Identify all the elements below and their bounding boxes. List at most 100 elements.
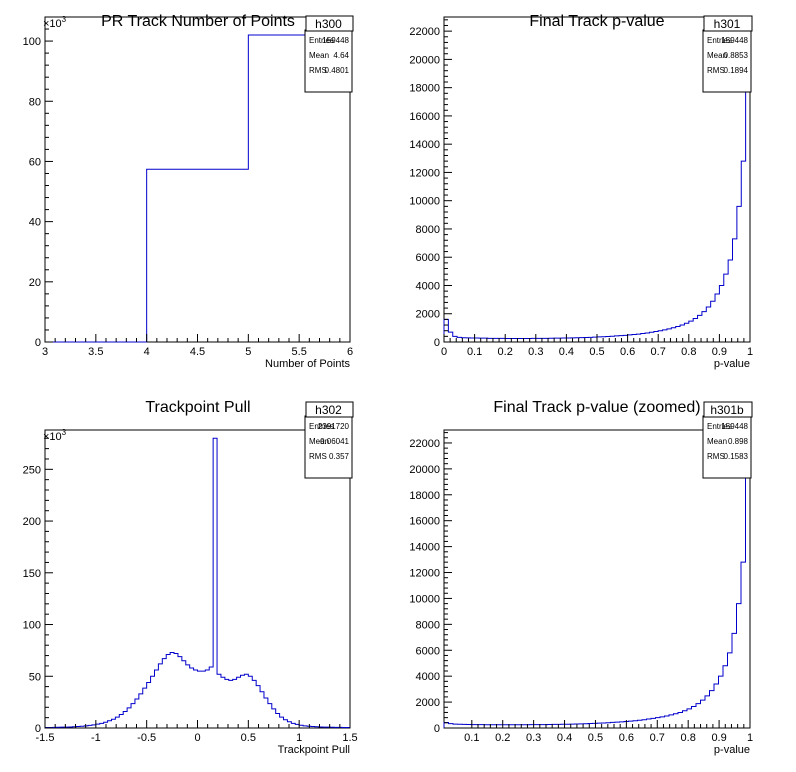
x-axis-ticks: 3 3.5 4 4.5 5 5.5 6 (42, 334, 353, 358)
x-tick-label: 1 (296, 732, 302, 744)
x-axis-ticks: -1.5 -1 -0.5 0 0.5 1 1.5 (36, 720, 358, 744)
x-tick-label: 5.5 (292, 346, 307, 358)
x-tick-label: 0.5 (589, 346, 604, 358)
y-tick-label: 14000 (409, 542, 440, 554)
stats-row-label: Entries (309, 422, 334, 431)
y-tick-label: 10000 (409, 593, 440, 605)
stats-box-title: h300 (315, 17, 342, 31)
y-tick-label: 20000 (409, 54, 440, 66)
x-tick-label: 0.8 (681, 732, 696, 744)
stats-row-value: -0.06041 (317, 437, 349, 446)
stats-row-label: RMS (707, 452, 725, 461)
x-tick-label: 0.7 (650, 732, 665, 744)
y-tick-label: 2000 (416, 309, 440, 321)
histogram-line (45, 34, 350, 343)
y-tick-label: 0 (434, 723, 440, 735)
plot-frame (44, 429, 351, 729)
x-axis-label: Trackpoint Pull (278, 744, 350, 756)
x-axis-label: Number of Points (265, 358, 350, 370)
x-tick-label: 0.9 (712, 346, 727, 358)
chart-3: Trackpoint Pull -1.5 -1 -0.5 0 0.5 1 1.5 0 50 100 1… (23, 399, 358, 756)
x-tick-label: 0 (441, 346, 447, 358)
y-tick-label: 8000 (416, 224, 440, 236)
y-tick-label: 20000 (409, 464, 440, 476)
y-multiplier: ×103 (43, 15, 67, 30)
y-tick-label: 10000 (409, 196, 440, 208)
x-tick-label: 0.1 (467, 346, 482, 358)
x-tick-label: 0.8 (681, 346, 696, 358)
stats-row-value: 159448 (322, 36, 349, 45)
plot-frame (44, 16, 351, 343)
stats-box-title: h302 (315, 403, 342, 417)
stats-row-value: 0.357 (329, 452, 350, 461)
y-tick-label: 4000 (416, 671, 440, 683)
y-tick-label: 22000 (409, 26, 440, 38)
stats-row-label: Mean (309, 437, 329, 446)
y-tick-label: 50 (29, 671, 41, 683)
x-tick-label: -1 (91, 732, 101, 744)
stats-box-frame (702, 415, 752, 479)
stats-row-label: Entries (707, 36, 732, 45)
x-tick-label: 5 (245, 346, 251, 358)
x-tick-label: 0.5 (588, 732, 603, 744)
stats-row-value: 2391720 (318, 422, 350, 431)
stats-row-label: RMS (309, 452, 327, 461)
stats-row-value: 0.898 (728, 437, 749, 446)
x-tick-label: -0.5 (137, 732, 156, 744)
y-tick-label: 18000 (409, 83, 440, 95)
x-tick-label: 1 (747, 346, 753, 358)
y-tick-label: 80 (29, 96, 41, 108)
chart-2: Final Track p-value 0 0.1 0.2 0.3 0.4 0.5 0.6 0.… (409, 13, 753, 370)
y-tick-label: 14000 (409, 139, 440, 151)
y-tick-label: 250 (23, 464, 41, 476)
stats-row-value: 159448 (721, 36, 748, 45)
y-tick-label: 18000 (409, 490, 440, 502)
y-tick-label: 100 (23, 620, 41, 632)
y-tick-label: 22000 (409, 438, 440, 450)
y-tick-label: 6000 (416, 252, 440, 264)
y-tick-label: 2000 (416, 697, 440, 709)
stats-box-title: h301 (714, 17, 741, 31)
x-tick-label: 0.6 (620, 346, 635, 358)
stats-row-value: 4.64 (333, 51, 349, 60)
y-tick-label: 12000 (409, 568, 440, 580)
chart-title: PR Track Number of Points (101, 13, 295, 30)
y-tick-label: 16000 (409, 516, 440, 528)
y-tick-label: 6000 (416, 645, 440, 657)
y-axis-ticks: 0 20 40 60 80 100 (23, 16, 53, 349)
y-tick-label: 100 (23, 36, 41, 48)
y-tick-label: 40 (29, 217, 41, 229)
x-tick-label: 3 (42, 346, 48, 358)
x-tick-label: 0.3 (528, 346, 543, 358)
x-tick-label: 0.9 (711, 732, 726, 744)
x-tick-label: 0 (194, 732, 200, 744)
x-tick-label: 0.5 (241, 732, 256, 744)
y-tick-label: 0 (434, 337, 440, 349)
stats-row-label: RMS (707, 66, 725, 75)
y-tick-label: 0 (35, 723, 41, 735)
histogram-line (443, 65, 750, 342)
chart-title: Final Track p-value (529, 13, 664, 30)
y-axis-ticks: 0 2000 4000 6000 8000 10000 12000 14000 16000 180… (409, 19, 452, 349)
y-tick-label: 8000 (416, 619, 440, 631)
chart-title: Trackpoint Pull (145, 399, 250, 416)
y-tick-label: 0 (35, 337, 41, 349)
x-tick-label: 1.5 (342, 732, 357, 744)
histogram-line (443, 474, 750, 728)
x-tick-label: 6 (347, 346, 353, 358)
y-tick-label: 12000 (409, 167, 440, 179)
stats-row-label: RMS (309, 66, 327, 75)
stats-row-label: Mean (707, 437, 727, 446)
stats-box-title: h301b (710, 403, 744, 417)
x-tick-label: 0.2 (495, 732, 510, 744)
y-multiplier: ×103 (43, 428, 67, 443)
x-tick-label: 0.6 (619, 732, 634, 744)
x-tick-label: 0.7 (651, 346, 666, 358)
x-axis-label: p-value (714, 744, 750, 756)
stats-row-value: 0.8853 (724, 51, 749, 60)
